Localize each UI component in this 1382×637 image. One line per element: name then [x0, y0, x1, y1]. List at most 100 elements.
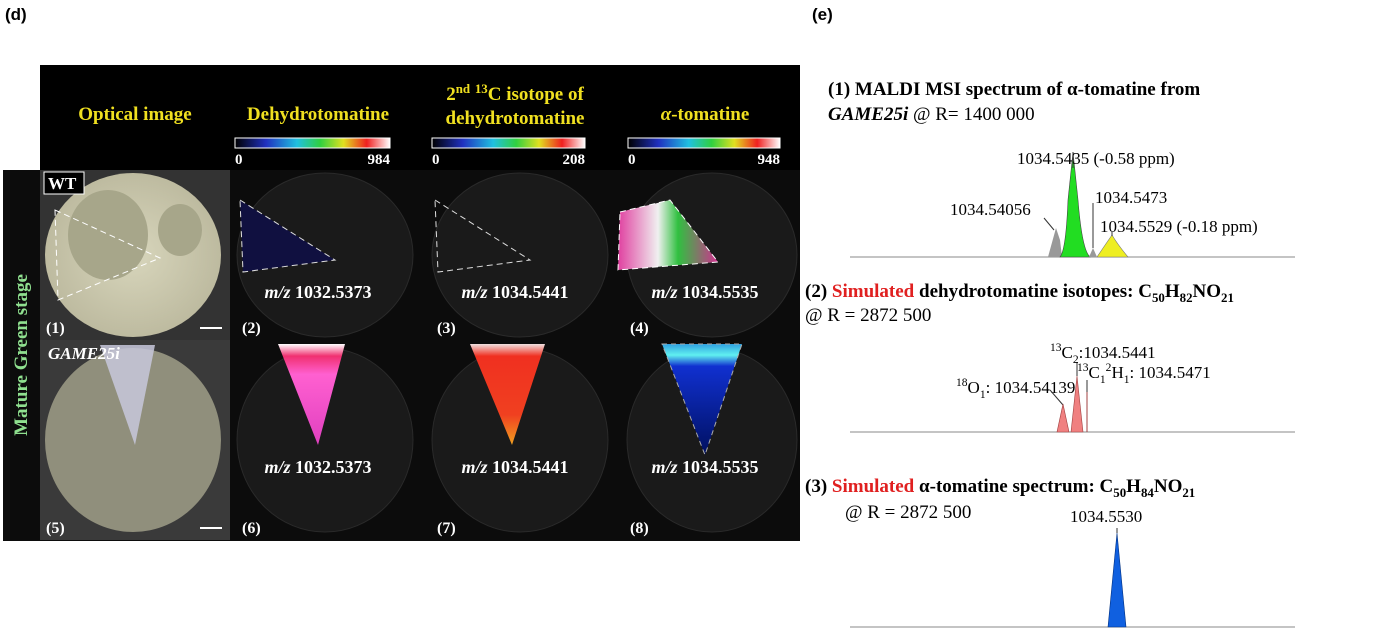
text-run: 13 [1050, 341, 1062, 354]
spectrum-title: (2) Simulated dehydrotomatine isotopes: … [805, 281, 1234, 305]
peak-label: 1034.5473 [1095, 188, 1167, 207]
peak-label: 18O1: 1034.54139 [956, 376, 1075, 401]
scale-min: 0 [235, 152, 243, 168]
mz-value: 1034.5441 [492, 457, 569, 477]
text-run: 50 [1152, 290, 1165, 305]
row-label: WT [48, 174, 77, 193]
text-run: -tomatine [671, 104, 749, 125]
peak [1108, 533, 1126, 627]
text-run: nd [456, 81, 471, 96]
tile-number: (7) [437, 520, 456, 537]
mz-label: m/z 1032.5373 [264, 282, 371, 302]
text-run: @ R = 2872 500 [805, 305, 931, 326]
panel-label: (d) [5, 5, 27, 24]
text-run: C [1089, 363, 1100, 382]
text-run: (3) [805, 476, 832, 497]
text-run: dehydrotomatine [446, 108, 585, 129]
text-run: O [968, 378, 980, 397]
locule [158, 204, 202, 256]
text-run: (1) MALDI MSI spectrum of α-tomatine fro… [828, 79, 1200, 100]
tile-number: (5) [46, 520, 65, 537]
text-run: 84 [1141, 485, 1154, 500]
peak [1097, 235, 1128, 257]
text-run: Dehydrotomatine [247, 104, 389, 125]
tile-number: (3) [437, 320, 456, 337]
locule [68, 190, 148, 280]
peak-label: 1034.5435 (-0.58 ppm) [1017, 149, 1175, 168]
text-run: NO [1154, 476, 1183, 497]
mz-unit: m/z [461, 282, 487, 302]
peak-label: 1034.54056 [950, 200, 1031, 219]
peak-label: 13C12H1: 1034.5471 [1077, 361, 1211, 386]
text-run: 1034.54056 [950, 200, 1031, 219]
mz-value: 1034.5535 [682, 457, 759, 477]
panel-label: (e) [812, 5, 833, 24]
scale-min: 0 [628, 152, 636, 168]
text-run: Simulated [832, 281, 915, 302]
text-run: 18 [956, 376, 968, 389]
mz-unit: m/z [264, 282, 290, 302]
text-run: : 1034.5471 [1130, 363, 1211, 382]
mz-value: 1034.5535 [682, 282, 759, 302]
tile-number: (6) [242, 520, 261, 537]
text-run: 1034.5529 (-0.18 ppm) [1100, 217, 1258, 236]
text-run: 82 [1180, 290, 1193, 305]
text-run: 1034.5530 [1070, 507, 1142, 526]
scale-max: 208 [563, 152, 586, 168]
mz-label: m/z 1032.5373 [264, 457, 371, 477]
text-run: C [1062, 343, 1073, 362]
peak [1048, 228, 1062, 257]
mz-unit: m/z [264, 457, 290, 477]
text-run: α [661, 104, 672, 125]
row-label: GAME25i [48, 344, 120, 363]
text-run: 21 [1182, 485, 1195, 500]
text-run: : 1034.54139 [986, 378, 1076, 397]
tile-number: (1) [46, 320, 65, 337]
text-run: Simulated [832, 476, 915, 497]
mz-unit: m/z [461, 457, 487, 477]
mz-label: m/z 1034.5535 [651, 457, 758, 477]
scale-max: 984 [368, 152, 391, 168]
mz-label: m/z 1034.5441 [461, 282, 568, 302]
text-run: 50 [1113, 485, 1126, 500]
text-run: 1 [1100, 373, 1106, 386]
column-title: Optical image [78, 104, 191, 125]
scale-max: 948 [758, 152, 781, 168]
text-run: GAME25i [828, 104, 909, 125]
mz-unit: m/z [651, 282, 677, 302]
text-run: (2) [805, 281, 832, 302]
text-run: @ R = 2872 500 [845, 502, 971, 523]
spectrum-title: (3) Simulated α-tomatine spectrum: C50H8… [805, 476, 1195, 500]
text-run: 13 [475, 81, 488, 96]
text-run: H [1126, 476, 1141, 497]
spectrum-title: GAME25i @ R= 1400 000 [828, 104, 1035, 125]
text-run: 2 [446, 84, 456, 105]
spectrum-title: (1) MALDI MSI spectrum of α-tomatine fro… [828, 79, 1200, 100]
mz-label: m/z 1034.5441 [461, 457, 568, 477]
scale-min: 0 [432, 152, 440, 168]
spectrum-title: @ R = 2872 500 [805, 305, 931, 326]
figure: (d) Optical image Dehydrotomatine 0 984 2nd 1… [0, 0, 1382, 637]
column-title: α-tomatine [661, 104, 750, 125]
text-run: α-tomatine spectrum: C [914, 476, 1113, 497]
column-title: dehydrotomatine [446, 108, 585, 129]
mz-value: 1032.5373 [295, 457, 372, 477]
tile-number: (2) [242, 320, 261, 337]
text-run: 13 [1077, 361, 1089, 374]
text-run: 1034.5473 [1095, 188, 1167, 207]
spectrum-title: @ R = 2872 500 [845, 502, 971, 523]
peak-label: 1034.5530 [1070, 507, 1142, 526]
mz-label: m/z 1034.5535 [651, 282, 758, 302]
text-run: :1034.5441 [1079, 343, 1156, 362]
mz-unit: m/z [651, 457, 677, 477]
text-run: C isotope of [488, 84, 585, 105]
mz-value: 1032.5373 [295, 282, 372, 302]
colorbars [235, 138, 780, 148]
text-run: @ R= 1400 000 [908, 104, 1034, 125]
peak-label: 1034.5529 (-0.18 ppm) [1100, 217, 1258, 236]
mz-value: 1034.5441 [492, 282, 569, 302]
text-run: 1034.5435 (-0.58 ppm) [1017, 149, 1175, 168]
tile-number: (8) [630, 520, 649, 537]
text-run: dehydrotomatine isotopes: C [914, 281, 1152, 302]
peak [1089, 248, 1097, 257]
